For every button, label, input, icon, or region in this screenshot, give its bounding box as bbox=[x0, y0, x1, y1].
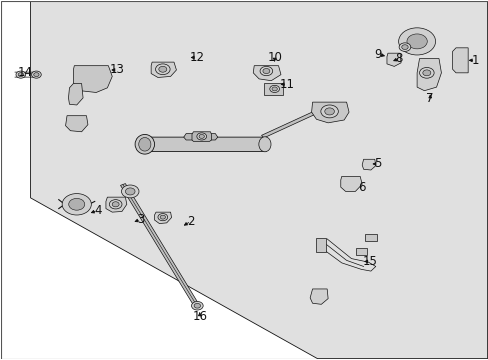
Bar bbox=[355, 248, 366, 255]
Circle shape bbox=[18, 73, 23, 77]
Polygon shape bbox=[68, 84, 83, 105]
Circle shape bbox=[398, 28, 435, 55]
Circle shape bbox=[422, 70, 430, 76]
Circle shape bbox=[109, 200, 122, 209]
Circle shape bbox=[260, 66, 272, 76]
Circle shape bbox=[320, 105, 338, 118]
Ellipse shape bbox=[139, 138, 151, 151]
Text: 10: 10 bbox=[266, 51, 282, 64]
Ellipse shape bbox=[135, 134, 154, 154]
Circle shape bbox=[199, 134, 204, 138]
Polygon shape bbox=[386, 53, 400, 66]
Polygon shape bbox=[183, 134, 217, 140]
Polygon shape bbox=[65, 116, 88, 132]
Circle shape bbox=[69, 198, 84, 210]
Polygon shape bbox=[362, 159, 375, 170]
Circle shape bbox=[158, 213, 167, 221]
Polygon shape bbox=[340, 176, 362, 192]
Circle shape bbox=[34, 73, 39, 77]
Polygon shape bbox=[120, 184, 200, 307]
Circle shape bbox=[197, 133, 206, 140]
Text: 2: 2 bbox=[187, 215, 194, 228]
Circle shape bbox=[159, 66, 166, 72]
Text: 4: 4 bbox=[94, 204, 101, 217]
Text: 12: 12 bbox=[189, 51, 204, 64]
Text: 13: 13 bbox=[109, 63, 124, 76]
Circle shape bbox=[125, 188, 135, 195]
Polygon shape bbox=[192, 132, 211, 141]
Bar bbox=[316, 238, 325, 252]
Circle shape bbox=[419, 67, 433, 78]
Text: 1: 1 bbox=[471, 54, 478, 67]
Text: 8: 8 bbox=[395, 52, 402, 65]
Circle shape bbox=[263, 68, 269, 73]
Text: 9: 9 bbox=[374, 48, 381, 61]
Circle shape bbox=[191, 301, 203, 310]
Circle shape bbox=[269, 85, 279, 93]
Text: 16: 16 bbox=[192, 310, 207, 323]
Bar bbox=[364, 234, 376, 242]
Polygon shape bbox=[154, 212, 171, 224]
Polygon shape bbox=[309, 289, 327, 304]
Circle shape bbox=[16, 71, 26, 78]
Circle shape bbox=[194, 303, 200, 308]
Text: 15: 15 bbox=[362, 255, 377, 268]
Polygon shape bbox=[253, 66, 281, 81]
Polygon shape bbox=[151, 62, 176, 77]
Polygon shape bbox=[30, 1, 487, 359]
Polygon shape bbox=[452, 48, 467, 73]
Circle shape bbox=[160, 215, 165, 219]
Circle shape bbox=[324, 108, 334, 115]
Circle shape bbox=[31, 71, 41, 78]
Text: 6: 6 bbox=[358, 181, 365, 194]
Ellipse shape bbox=[258, 137, 270, 152]
Polygon shape bbox=[416, 59, 441, 91]
Circle shape bbox=[112, 202, 119, 207]
Text: 5: 5 bbox=[374, 157, 381, 170]
Circle shape bbox=[398, 43, 410, 51]
Polygon shape bbox=[144, 137, 266, 152]
Circle shape bbox=[401, 45, 407, 49]
Polygon shape bbox=[261, 109, 322, 138]
Circle shape bbox=[155, 64, 170, 75]
Bar bbox=[264, 83, 283, 95]
Polygon shape bbox=[73, 66, 112, 93]
Text: 3: 3 bbox=[137, 213, 144, 226]
Circle shape bbox=[62, 194, 91, 215]
Text: 7: 7 bbox=[426, 92, 433, 105]
Polygon shape bbox=[311, 102, 348, 123]
Circle shape bbox=[121, 185, 139, 198]
Circle shape bbox=[406, 34, 427, 49]
Circle shape bbox=[271, 87, 277, 91]
Polygon shape bbox=[106, 197, 126, 212]
Text: 14: 14 bbox=[17, 66, 32, 79]
Text: 11: 11 bbox=[279, 78, 294, 91]
